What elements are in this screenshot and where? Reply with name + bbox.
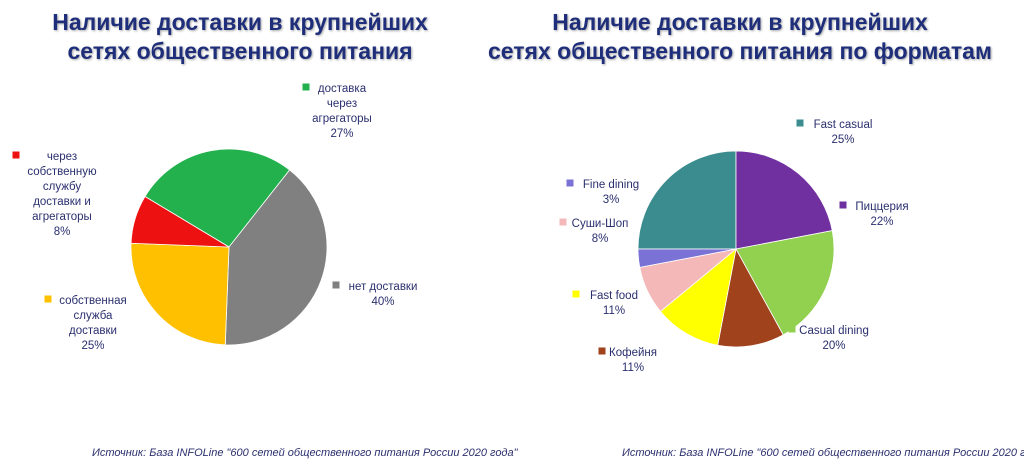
source-note-left: Источник: База INFOLine "600 сетей общес… <box>92 447 518 459</box>
data-label-casual-dining: Casual dining 20% <box>799 325 869 352</box>
legend-marker-casual-dining <box>788 325 796 333</box>
legend-marker-суши-шоп <box>559 218 567 226</box>
data-label-кофейня: Кофейня 11% <box>609 347 657 374</box>
title-line-2: сетях общественного питания <box>67 38 413 64</box>
source-note-right: Источник: База INFOLine "600 сетей общес… <box>622 447 1024 459</box>
data-label-fast-food: Fast food 11% <box>590 290 638 317</box>
legend-marker-доставка-через-агрегаторы <box>302 83 310 91</box>
legend-marker-кофейня <box>598 347 606 355</box>
data-label-fast-casual: Fast casual 25% <box>814 119 873 146</box>
data-label-собственная-служба-доставки: собственная служба доставки 25% <box>59 295 126 352</box>
title-line-2: сетях общественного питания по форматам <box>488 38 992 64</box>
chart-title-right: Наличие доставки в крупнейших сетях обще… <box>470 8 1010 66</box>
pie-chart-1: доставка через агрегаторы 27% нет доставки 40… <box>12 83 418 352</box>
pie-slice-fast-casual <box>637 150 737 250</box>
legend-marker-через-собственную-службу-доставки-и-агрегаторы <box>12 151 20 159</box>
pie-slice-через-собственную-службу-доставки-и-агрегаторы <box>130 195 230 248</box>
data-label-суши-шоп: Суши-Шоп 8% <box>572 218 629 245</box>
pie-slice-нет-доставки <box>224 169 328 346</box>
pie-chart-2: Fast casual 25% Пиццерия 22% Casual dining 20… <box>559 119 909 374</box>
pie-slice-fine-dining <box>637 248 737 268</box>
pie-slice-пиццерия <box>735 150 833 250</box>
legend-marker-fast-food <box>572 290 580 298</box>
title-line-1: Наличие доставки в крупнейших <box>52 9 428 35</box>
legend-marker-fast-casual <box>796 119 804 127</box>
data-label-доставка-через-агрегаторы: доставка через агрегаторы 27% <box>312 83 372 140</box>
legend-marker-пиццерия <box>839 201 847 209</box>
legend-marker-fine-dining <box>566 179 574 187</box>
legend-marker-нет-доставки <box>332 281 340 289</box>
pie-slice-кофейня <box>717 247 784 348</box>
data-label-fine-dining: Fine dining 3% <box>583 179 639 206</box>
data-label-нет-доставки: нет доставки 40% <box>349 281 418 308</box>
data-label-пиццерия: Пиццерия 22% <box>855 201 908 228</box>
legend-marker-собственная-служба-доставки <box>44 295 52 303</box>
pie-slice-собственная-служба-доставки <box>130 242 230 346</box>
data-label-через-собственную-службу-доставки-и-агрегаторы: через собственную службу доставки и агрегато… <box>27 151 97 238</box>
pie-slice-fast-food <box>659 247 737 346</box>
pie-slice-доставка-через-агрегаторы <box>144 148 291 248</box>
title-line-1: Наличие доставки в крупнейших <box>552 9 928 35</box>
chart-title-left: Наличие доставки в крупнейших сетях обще… <box>20 8 460 66</box>
